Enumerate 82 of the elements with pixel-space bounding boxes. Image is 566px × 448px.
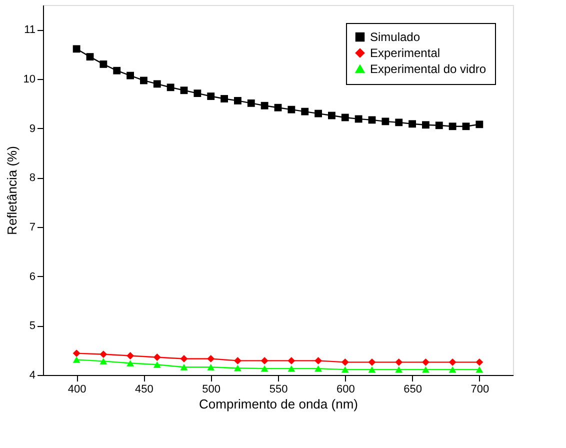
point	[207, 364, 215, 370]
point	[166, 84, 174, 92]
point	[368, 358, 376, 366]
point	[314, 356, 322, 364]
legend-label: Experimental do vidro	[370, 62, 486, 76]
point	[234, 356, 242, 364]
point	[274, 104, 282, 112]
point	[260, 102, 268, 110]
x-tick-label: 650	[404, 384, 422, 396]
point	[260, 356, 268, 364]
point	[72, 45, 80, 53]
point	[194, 90, 202, 98]
point	[382, 118, 390, 126]
point	[247, 99, 255, 107]
x-tick-label: 500	[202, 384, 221, 396]
point	[476, 366, 484, 373]
point	[395, 366, 403, 373]
y-tick-label: 11	[24, 24, 36, 36]
y-tick-label: 4	[29, 370, 36, 382]
point	[314, 110, 322, 118]
y-tick-label: 9	[29, 122, 36, 135]
point	[422, 358, 430, 366]
point	[341, 366, 349, 373]
point	[207, 92, 215, 100]
point	[435, 122, 443, 130]
point	[100, 60, 108, 68]
point	[220, 95, 228, 102]
point	[408, 120, 416, 128]
point	[301, 108, 309, 116]
x-tick-label: 450	[135, 384, 154, 396]
point	[153, 361, 161, 368]
point	[126, 72, 134, 80]
point	[153, 354, 161, 361]
point	[288, 365, 296, 372]
point	[476, 358, 484, 366]
point	[422, 366, 430, 373]
point	[180, 364, 188, 370]
point	[448, 122, 456, 130]
x-tick-label: 600	[336, 384, 355, 396]
y-tick-label: 5	[29, 320, 36, 332]
point	[72, 356, 80, 363]
y-tick-label: 6	[29, 270, 36, 283]
point	[288, 356, 296, 364]
point	[341, 358, 349, 366]
legend-label: Experimental	[370, 46, 440, 60]
point	[234, 364, 242, 372]
point	[422, 121, 430, 129]
legend-label: Simulado	[370, 30, 420, 44]
point	[462, 122, 470, 130]
y-tick-label: 10	[23, 74, 36, 86]
y-axis-title: Refletância (%)	[4, 146, 20, 235]
point	[86, 53, 94, 61]
point	[140, 76, 148, 84]
point	[328, 112, 336, 120]
point	[314, 365, 322, 372]
point	[180, 86, 188, 94]
x-tick-label: 700	[470, 384, 490, 396]
point	[100, 350, 108, 358]
point	[72, 350, 80, 357]
point	[207, 355, 215, 362]
x-axis-title: Comprimento de onda (nm)	[199, 396, 358, 412]
x-tick-label: 550	[269, 384, 288, 396]
point	[395, 118, 403, 126]
point	[448, 358, 456, 366]
point	[126, 352, 134, 360]
point	[368, 366, 376, 373]
point	[100, 358, 108, 364]
point	[354, 115, 362, 123]
point	[395, 358, 403, 366]
point	[153, 80, 161, 88]
point	[113, 66, 121, 74]
y-tick-label: 8	[29, 172, 36, 184]
point	[234, 97, 242, 104]
point	[260, 365, 268, 372]
x-tick-label: 400	[68, 384, 86, 396]
point	[368, 116, 376, 124]
point	[288, 106, 296, 114]
point	[448, 366, 456, 373]
point	[126, 360, 134, 366]
point	[476, 120, 484, 128]
point	[341, 114, 349, 122]
y-tick-label: 7	[29, 222, 36, 234]
